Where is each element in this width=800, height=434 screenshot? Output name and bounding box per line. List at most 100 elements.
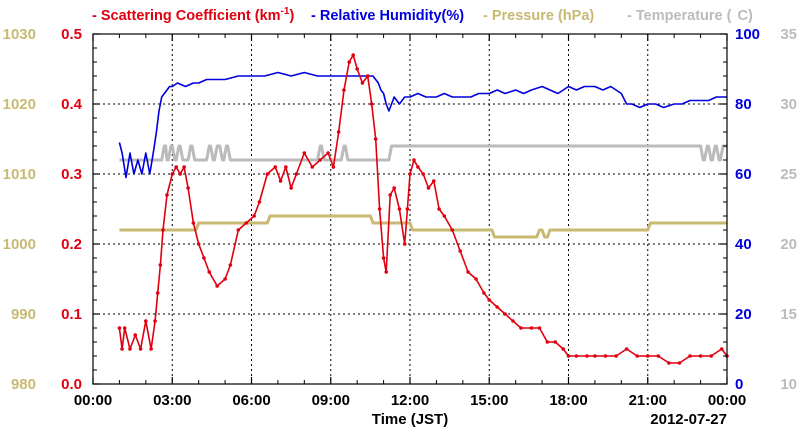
- scattering-point: [624, 347, 629, 351]
- scattering-point: [265, 172, 270, 176]
- legend-label-end: C): [737, 8, 752, 24]
- scattering-point: [138, 347, 143, 351]
- scattering-point: [144, 319, 148, 323]
- scattering-point: [133, 333, 138, 337]
- scattering-point: [228, 263, 233, 267]
- scattering-point: [519, 326, 523, 330]
- scattering-point: [405, 207, 410, 211]
- scattering-point: [412, 158, 416, 162]
- scattering-point: [495, 305, 499, 309]
- x-tick-label: 00:00: [74, 392, 112, 409]
- scattering-point: [355, 67, 359, 71]
- scattering-point: [165, 193, 169, 197]
- scattering-axis: 0.0 0.1 0.2 0.3 0.4 0.5: [61, 26, 100, 393]
- scattering-tick-label: 0.3: [61, 166, 82, 183]
- scattering-point: [698, 354, 703, 358]
- scattering-point: [202, 256, 206, 260]
- scattering-point: [215, 284, 219, 288]
- legend-label: Relative Humidity(%): [320, 8, 464, 24]
- humidity-tick-label: 80: [735, 96, 752, 113]
- scattering-point: [326, 151, 330, 155]
- scattering-point: [365, 74, 370, 78]
- humidity-tick-label: 100: [735, 26, 760, 43]
- series-line-temperature: [119, 144, 727, 162]
- scattering-point: [149, 347, 153, 351]
- pressure-tick-label: 1010: [3, 166, 36, 183]
- scattering-point: [174, 165, 179, 169]
- scattering-point: [178, 172, 182, 176]
- temperature-tick-label: 35: [780, 26, 797, 43]
- scattering-point: [122, 326, 127, 330]
- scattering-point: [384, 270, 389, 274]
- scattering-tick-label: 0.2: [61, 236, 82, 253]
- scattering-point: [614, 354, 618, 358]
- scattering-point: [458, 249, 462, 253]
- scattering-point: [336, 130, 341, 134]
- scattering-point: [373, 137, 378, 141]
- legend-label-sup: -1: [281, 6, 290, 17]
- scattering-point: [677, 361, 682, 365]
- scattering-point: [278, 179, 283, 183]
- scattering-point: [466, 270, 470, 274]
- x-tick-label: 21:00: [629, 392, 667, 409]
- scattering-point: [402, 242, 407, 246]
- scattering-point: [223, 277, 227, 281]
- pressure-tick-label: 980: [11, 376, 36, 393]
- scattering-point: [487, 298, 492, 302]
- scattering-point: [161, 228, 165, 232]
- legend-dash: -: [311, 8, 320, 24]
- scattering-point: [252, 214, 256, 218]
- scattering-point: [257, 200, 262, 204]
- scattering-tick-label: 0.0: [61, 376, 82, 393]
- legend-entry-pressure: - Pressure (hPa): [483, 8, 594, 24]
- scattering-point: [426, 186, 431, 190]
- scattering-point: [377, 207, 382, 211]
- temperature-tick-label: 30: [780, 96, 797, 113]
- scattering-point: [351, 53, 356, 57]
- scattering-point: [153, 319, 157, 323]
- scattering-point: [318, 158, 322, 162]
- scattering-point: [566, 354, 571, 358]
- temperature-tick-label: 20: [780, 236, 797, 253]
- scattering-point: [369, 102, 374, 106]
- legend-label-end: ): [289, 8, 294, 24]
- x-tick-label: 09:00: [312, 392, 350, 409]
- temperature-tick-label: 25: [780, 166, 797, 183]
- scattering-point: [236, 228, 241, 232]
- scattering-point: [342, 88, 346, 92]
- x-tick-label: 18:00: [549, 392, 587, 409]
- scattering-tick-label: 0.5: [61, 26, 82, 43]
- humidity-tick-label: 20: [735, 306, 752, 323]
- scattering-point: [186, 186, 190, 190]
- pressure-axis: 980 990 1000 1010 1020 1030: [3, 26, 36, 393]
- scattering-point: [310, 165, 315, 169]
- scattering-point: [442, 214, 447, 218]
- scattering-point: [482, 291, 486, 295]
- pressure-tick-label: 1030: [3, 26, 36, 43]
- scattering-point: [408, 172, 412, 176]
- scattering-point: [667, 361, 671, 365]
- scattering-point: [603, 354, 608, 358]
- scattering-point: [182, 165, 186, 169]
- series-line-pressure: [119, 214, 727, 239]
- scattering-point: [421, 172, 426, 176]
- scattering-point: [593, 354, 597, 358]
- scattering-point: [416, 165, 420, 169]
- legend-label: Pressure (hPa): [492, 8, 595, 24]
- x-tick-label: 06:00: [232, 392, 270, 409]
- scattering-point: [561, 347, 566, 351]
- x-tick-label: 12:00: [391, 392, 429, 409]
- scattering-point: [719, 347, 724, 351]
- scattering-point: [574, 354, 579, 358]
- scattering-point: [635, 354, 639, 358]
- scattering-point: [302, 151, 307, 155]
- scattering-point: [474, 277, 478, 281]
- legend-label: Scattering Coefficient (km: [101, 8, 281, 24]
- date-label: 2012-07-27: [650, 411, 727, 428]
- scattering-point: [553, 340, 558, 344]
- humidity-axis: 0 20 40 60 80 100: [720, 26, 760, 393]
- scattering-point: [388, 193, 392, 197]
- x-tick-label: 03:00: [153, 392, 191, 409]
- scattering-point: [347, 60, 352, 64]
- scattering-point: [191, 221, 196, 225]
